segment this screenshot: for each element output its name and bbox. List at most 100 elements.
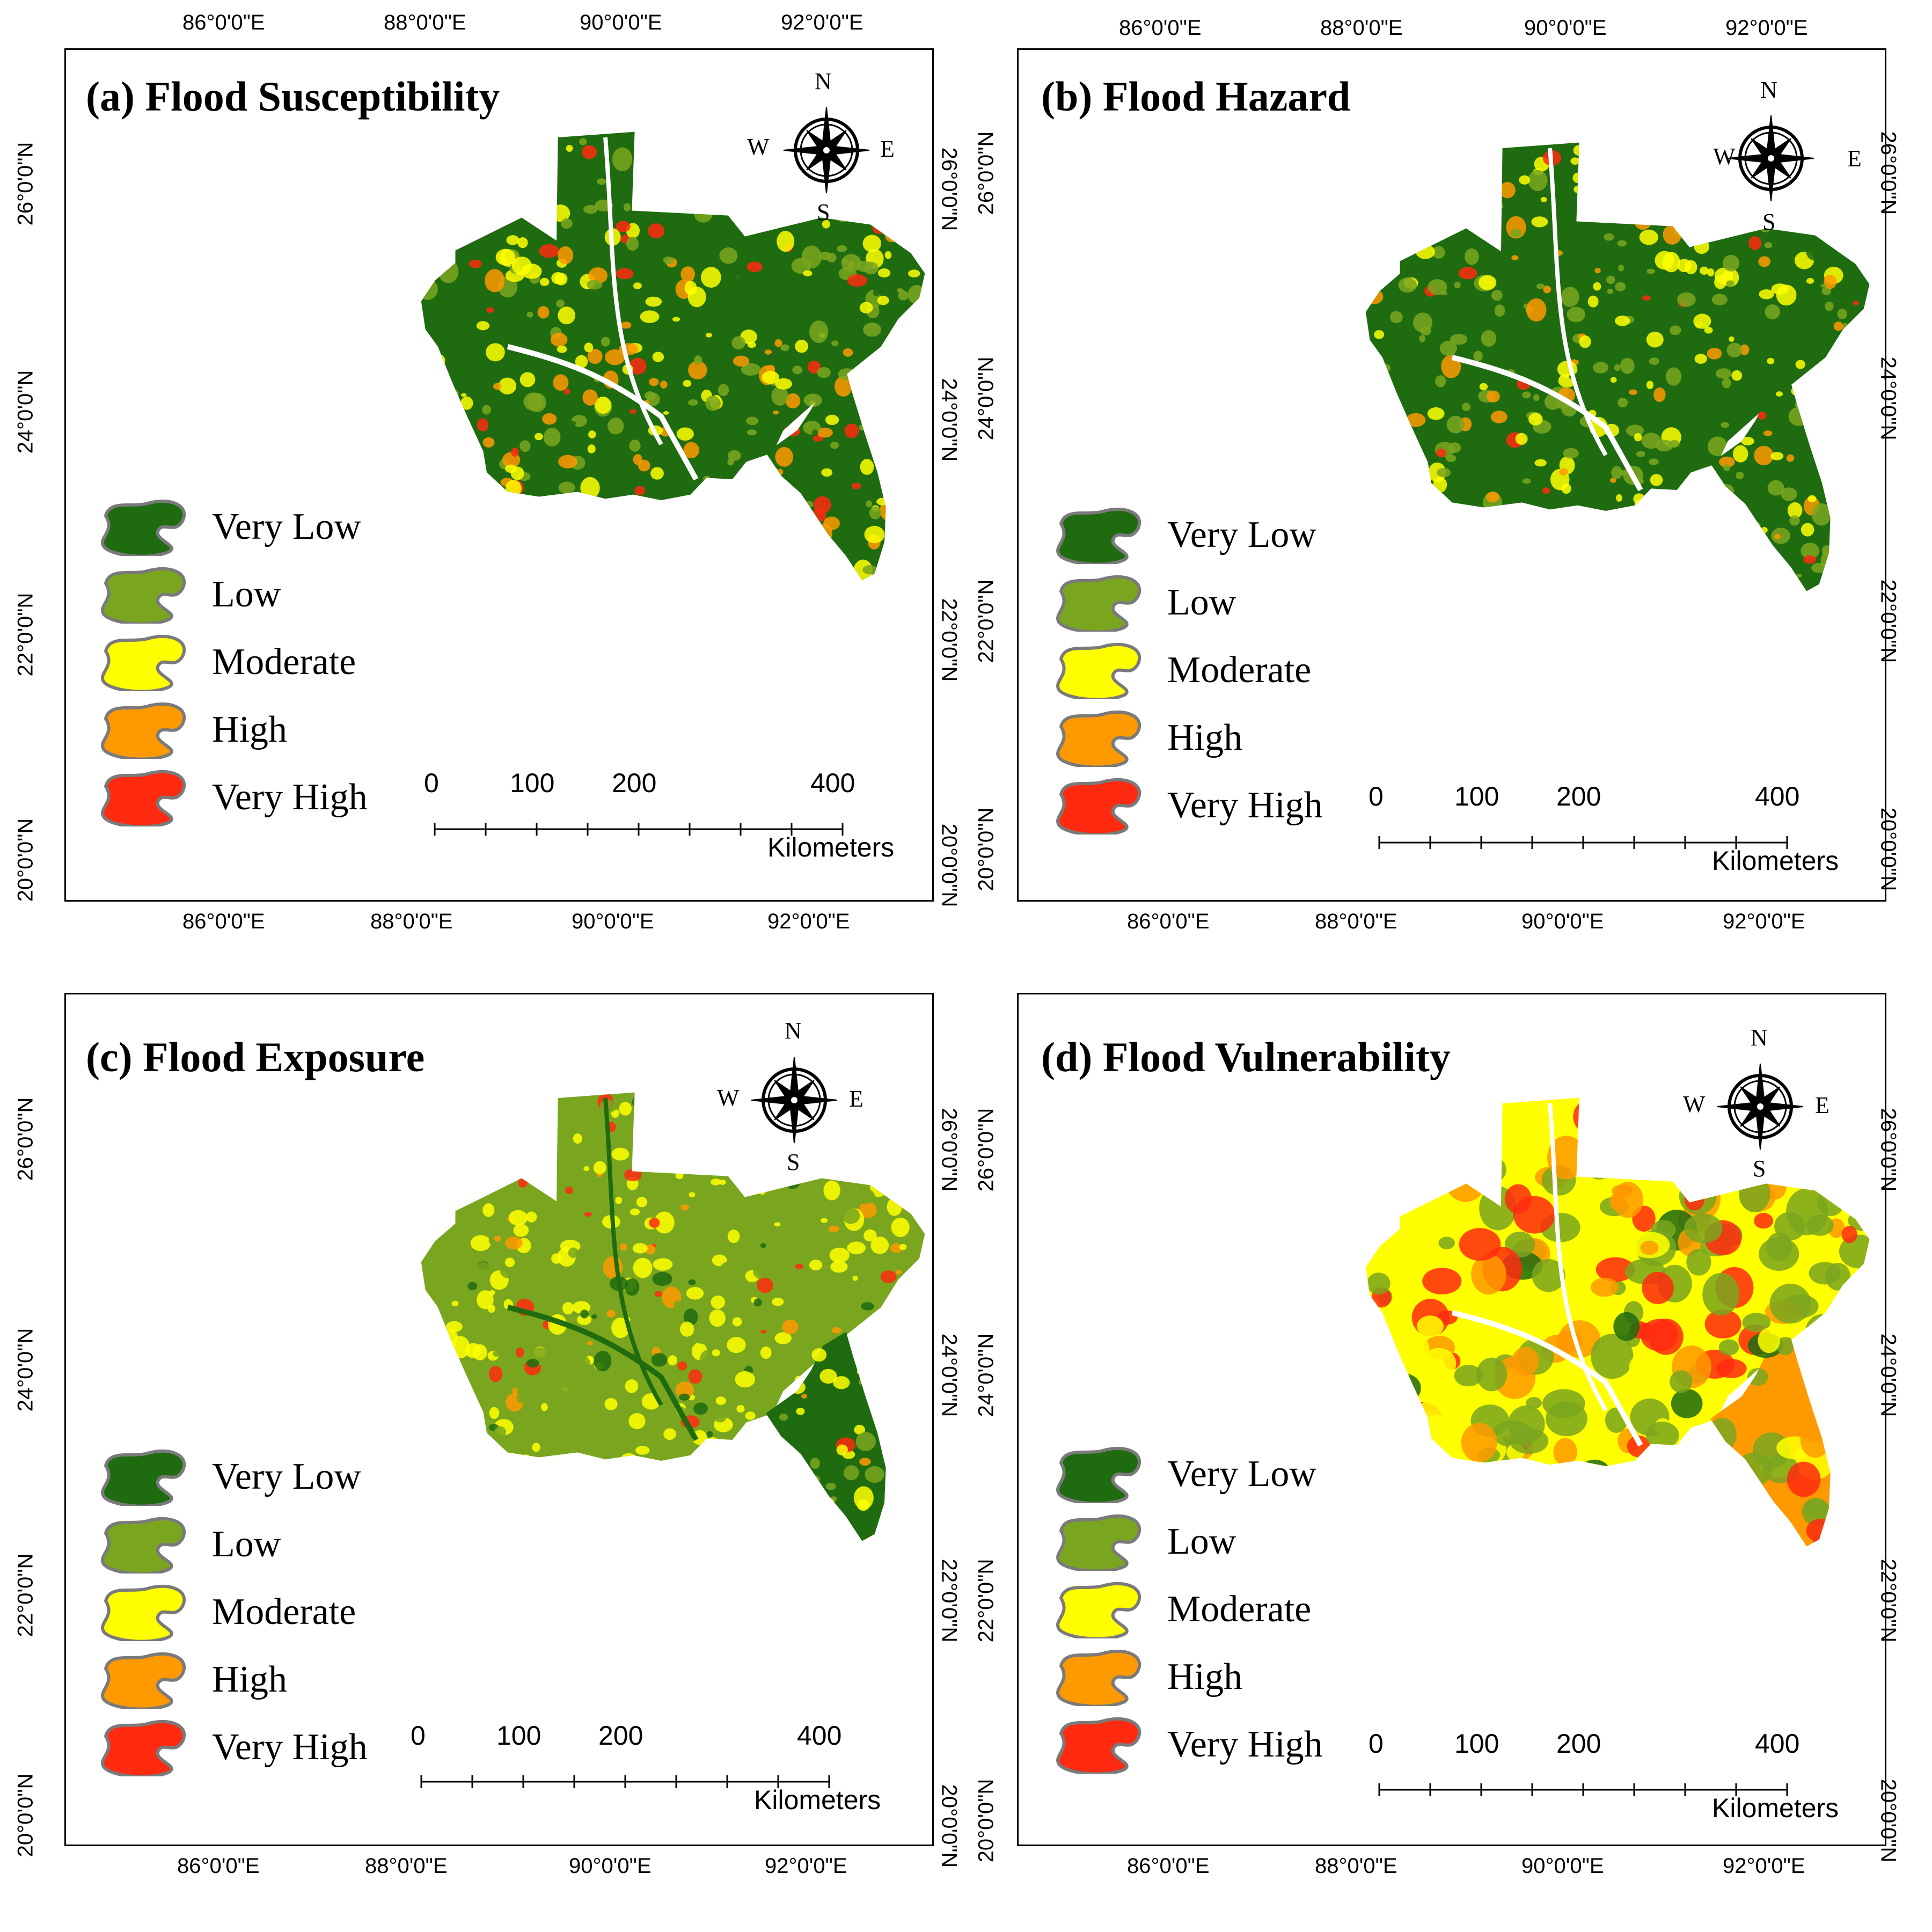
lon-tick-bottom: 86°0'0"E xyxy=(177,1854,260,1878)
lat-tick-left: 24°0'0"N xyxy=(13,370,38,454)
scale-line xyxy=(1378,836,1788,849)
legend-label: Low xyxy=(1167,582,1236,623)
legend-label: Very Low xyxy=(1167,1453,1316,1495)
legend-swatch-icon xyxy=(101,499,186,556)
legend-swatch-icon xyxy=(1056,1582,1141,1638)
legend-swatch-icon xyxy=(101,1719,186,1776)
legend-swatch-icon xyxy=(101,1449,186,1506)
country-region xyxy=(421,131,925,501)
scale-label: 400 xyxy=(810,768,855,798)
legend-label: Very High xyxy=(212,1726,368,1768)
lat-tick-right: 24°0'0"N xyxy=(937,1333,961,1417)
lat-tick-right: 20°0'0"N xyxy=(937,1784,961,1868)
legend-label: Very Low xyxy=(212,1456,361,1497)
lat-tick-right: 26°0'0"N xyxy=(937,1108,961,1192)
scale-unit: Kilometers xyxy=(754,1785,881,1815)
compass-n: N xyxy=(1751,1024,1768,1051)
lat-tick-left: 26°0'0"N xyxy=(974,131,998,215)
legend-label: Moderate xyxy=(212,1591,356,1633)
scale-label: 200 xyxy=(598,1721,643,1751)
lon-tick-top: 86°0'0"E xyxy=(1119,16,1202,40)
legend-label: High xyxy=(212,709,287,750)
lat-tick-right: 22°0'0"N xyxy=(1876,579,1900,663)
legend-swatch-icon xyxy=(1056,1514,1141,1571)
north-arrow-icon xyxy=(1717,1063,1804,1150)
scale-label: 200 xyxy=(612,768,657,798)
scale-label: 100 xyxy=(1454,781,1499,811)
panel-title: (d) Flood Vulnerability xyxy=(1041,1034,1451,1080)
lon-tick-bottom: 90°0'0"E xyxy=(569,1854,652,1878)
lat-tick-right: 26°0'0"N xyxy=(937,147,961,231)
scale-unit: Kilometers xyxy=(767,832,895,862)
scale-label: 100 xyxy=(1454,1729,1499,1759)
lat-tick-right: 22°0'0"N xyxy=(937,598,961,682)
north-arrow-icon xyxy=(751,1057,838,1144)
lon-tick-top: 90°0'0"E xyxy=(580,11,662,34)
legend-label: Very High xyxy=(1167,1724,1323,1765)
legend-label: Very High xyxy=(212,777,368,818)
lon-tick-bottom: 90°0'0"E xyxy=(1521,910,1604,933)
legend-label: Low xyxy=(212,1524,281,1565)
legend-swatch-icon xyxy=(1056,507,1141,564)
lon-tick-bottom: 92°0'0"E xyxy=(767,910,850,933)
panel-title: (c) Flood Exposure xyxy=(86,1034,425,1080)
lat-tick-left: 22°0'0"N xyxy=(13,592,38,677)
legend-swatch-icon xyxy=(1056,1446,1141,1503)
lat-tick-left: 20°0'0"N xyxy=(13,818,38,902)
lon-tick-bottom: 86°0'0"E xyxy=(1127,1854,1210,1878)
hill-region xyxy=(766,1331,886,1541)
legend-swatch-icon xyxy=(101,770,186,826)
panel-title: (a) Flood Susceptibility xyxy=(86,73,500,120)
legend-swatch-icon xyxy=(101,1517,186,1574)
lat-tick-right: 20°0'0"N xyxy=(1876,807,1900,891)
lat-tick-left: 22°0'0"N xyxy=(13,1553,38,1637)
lon-tick-bottom: 86°0'0"E xyxy=(1127,910,1210,933)
legend-label: High xyxy=(1167,717,1242,758)
compass-e: E xyxy=(1815,1092,1829,1118)
scale-label: 400 xyxy=(1755,1729,1800,1759)
lat-tick-left: 20°0'0"N xyxy=(13,1773,38,1857)
lon-tick-bottom: 92°0'0"E xyxy=(765,1854,847,1878)
lat-tick-right: 24°0'0"N xyxy=(1876,356,1900,441)
lat-tick-left: 26°0'0"N xyxy=(974,1108,998,1192)
compass-n: N xyxy=(1760,77,1777,103)
compass-e: E xyxy=(880,136,895,162)
lat-tick-right: 24°0'0"N xyxy=(937,378,961,462)
legend-label: High xyxy=(1167,1656,1242,1697)
scale-label: 100 xyxy=(510,768,555,798)
scale-bar: 0 100 200 400 Kilometers xyxy=(1368,1728,1851,1835)
scale-label: 400 xyxy=(1755,781,1800,811)
compass-e: E xyxy=(1847,145,1862,172)
scale-label: 200 xyxy=(1556,781,1601,811)
lon-tick-bottom: 90°0'0"E xyxy=(572,910,654,933)
lon-tick-bottom: 88°0'0"E xyxy=(1315,1854,1397,1878)
compass-n: N xyxy=(815,68,832,94)
compass-w: W xyxy=(747,134,770,160)
panel-flood-hazard: (b) Flood Hazard 86°0'0"E 88°0'0"E 90°0'… xyxy=(966,0,1932,966)
legend-swatch-icon xyxy=(1056,575,1141,632)
lat-tick-right: 20°0'0"N xyxy=(937,823,961,908)
lat-tick-left: 22°0'0"N xyxy=(974,1558,998,1643)
legend-label: Very Low xyxy=(1167,514,1316,555)
compass-w: W xyxy=(717,1085,740,1111)
compass-w: W xyxy=(1713,143,1736,170)
lon-tick-top: 88°0'0"E xyxy=(384,11,466,34)
scale-unit: Kilometers xyxy=(1712,1793,1839,1823)
lat-tick-right: 20°0'0"N xyxy=(1876,1779,1900,1863)
compass-s: S xyxy=(817,199,830,225)
legend-swatch-icon xyxy=(1056,710,1141,767)
scale-label: 0 xyxy=(1368,1729,1384,1759)
legend-label: Low xyxy=(1167,1521,1236,1562)
lon-tick-bottom: 92°0'0"E xyxy=(1723,1854,1805,1878)
map-drawing xyxy=(420,1057,925,1788)
panel-flood-susceptibility: (a) Flood Susceptibility 86°0'0"E 88°0'0… xyxy=(0,0,966,966)
scale-bar: 0 100 200 400 Kilometers xyxy=(1368,781,1851,888)
lon-tick-bottom: 90°0'0"E xyxy=(1521,1854,1604,1878)
lon-tick-bottom: 88°0'0"E xyxy=(370,910,453,933)
compass-s: S xyxy=(1753,1155,1766,1182)
lon-tick-bottom: 86°0'0"E xyxy=(182,910,265,933)
legend-swatch-icon xyxy=(1056,1717,1141,1774)
lon-tick-top: 88°0'0"E xyxy=(1320,16,1403,40)
lat-tick-left: 20°0'0"N xyxy=(974,1779,998,1863)
compass-w: W xyxy=(1683,1091,1706,1117)
